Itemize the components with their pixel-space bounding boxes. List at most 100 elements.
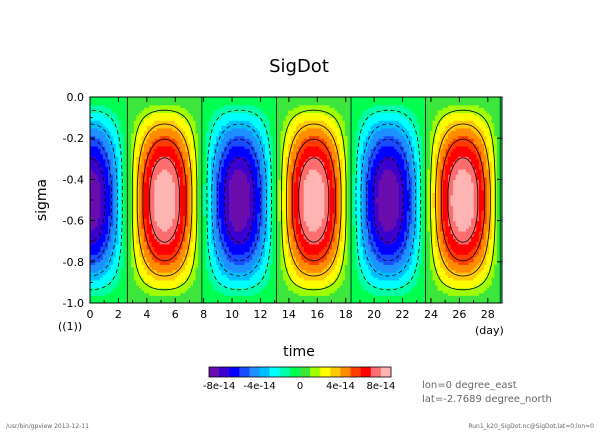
field-cell — [113, 215, 117, 219]
field-cell — [172, 297, 176, 302]
field-cell — [208, 215, 212, 219]
field-cell — [236, 181, 240, 186]
field-cell — [211, 122, 215, 126]
field-cell — [133, 274, 137, 278]
field-cell — [149, 171, 153, 175]
field-cell — [177, 251, 181, 255]
field-cell — [128, 194, 132, 199]
field-cell — [102, 236, 107, 240]
field-cell — [208, 205, 212, 209]
chart-title: SigDot — [269, 56, 329, 77]
field-cell — [128, 282, 132, 286]
field-cell — [149, 207, 153, 211]
field-cell — [113, 279, 117, 283]
field-cell — [144, 205, 148, 209]
field-cell — [120, 171, 125, 175]
field-cell — [187, 107, 192, 111]
field-cell — [120, 292, 125, 296]
field-cell — [118, 163, 122, 168]
field-cell — [203, 225, 207, 229]
field-cell — [198, 200, 202, 204]
field-cell — [156, 197, 161, 201]
field-cell — [167, 176, 171, 180]
field-cell — [136, 212, 140, 217]
field-cell — [133, 202, 137, 206]
field-cell — [241, 248, 246, 253]
field-cell — [123, 99, 127, 103]
field-cell — [182, 181, 186, 186]
field-cell — [244, 163, 248, 168]
field-cell — [156, 176, 161, 180]
field-cell — [236, 246, 240, 250]
field-cell — [115, 99, 119, 103]
field-cell — [92, 102, 96, 106]
field-cell — [146, 230, 150, 235]
field-cell — [95, 99, 99, 103]
field-cell — [174, 295, 179, 299]
field-cell — [154, 246, 158, 250]
field-cell — [216, 158, 220, 162]
field-cell — [193, 236, 197, 240]
field-cell — [128, 238, 132, 242]
field-cell — [167, 153, 171, 157]
field-cell — [105, 184, 109, 188]
field-cell — [131, 145, 135, 150]
field-cell — [205, 169, 210, 173]
field-cell — [226, 148, 230, 152]
field-cell — [146, 274, 150, 278]
field-cell — [247, 223, 251, 227]
field-cell — [105, 248, 109, 253]
field-cell — [169, 153, 173, 157]
field-cell — [216, 246, 220, 250]
field-cell — [226, 256, 230, 260]
field-cell — [156, 179, 161, 183]
field-cell — [182, 138, 186, 142]
field-cell — [200, 243, 204, 247]
field-cell — [182, 189, 186, 193]
field-cell — [115, 125, 119, 129]
field-cell — [159, 246, 163, 250]
field-cell — [231, 261, 235, 265]
field-cell — [236, 163, 240, 168]
field-cell — [190, 295, 194, 299]
field-cell — [90, 104, 94, 108]
field-cell — [205, 117, 210, 121]
field-cell — [95, 192, 99, 196]
field-cell — [156, 200, 161, 204]
field-cell — [190, 243, 194, 247]
field-cell — [167, 174, 171, 178]
field-cell — [249, 248, 253, 253]
field-cell — [169, 140, 173, 144]
field-cell — [95, 112, 99, 116]
field-cell — [151, 202, 155, 206]
field-cell — [136, 297, 140, 302]
field-cell — [174, 215, 179, 219]
field-cell — [138, 125, 143, 129]
field-cell — [185, 269, 189, 273]
field-cell — [141, 109, 145, 114]
field-cell — [239, 158, 243, 162]
field-cell — [100, 120, 104, 124]
field-cell — [221, 179, 225, 183]
field-cell — [221, 300, 225, 303]
field-cell — [102, 210, 107, 214]
field-cell — [108, 148, 112, 152]
field-cell — [138, 254, 143, 258]
field-cell — [128, 107, 132, 111]
field-cell — [229, 236, 233, 240]
field-cell — [151, 277, 155, 281]
field-cell — [102, 207, 107, 211]
field-cell — [208, 223, 212, 227]
field-cell — [118, 133, 122, 137]
field-cell — [208, 166, 212, 170]
field-cell — [144, 236, 148, 240]
field-cell — [154, 269, 158, 273]
field-cell — [90, 143, 94, 147]
field-cell — [221, 220, 225, 224]
field-cell — [203, 236, 207, 240]
field-cell — [174, 228, 179, 232]
field-cell — [149, 125, 153, 129]
field-cell — [213, 133, 217, 137]
field-cell — [249, 290, 253, 294]
field-cell — [190, 241, 194, 245]
